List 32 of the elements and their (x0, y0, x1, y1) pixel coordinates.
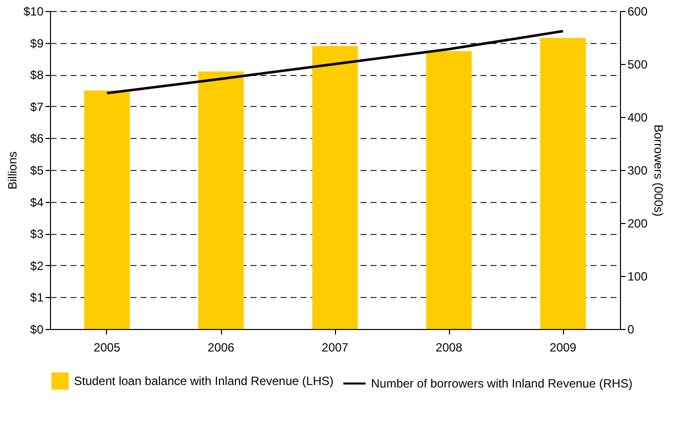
y-tick-label: $2 (30, 258, 44, 273)
y-tick-label: $3 (30, 227, 44, 242)
bar (198, 71, 244, 329)
y-tick-label: $1 (30, 290, 44, 305)
y2-tick-label: 200 (628, 216, 648, 230)
y-tick-label: $5 (30, 164, 44, 178)
x-tick-label: 2006 (208, 340, 235, 354)
x-tick-label: 2009 (550, 340, 577, 354)
y-tick-label: $9 (30, 36, 44, 50)
bar (540, 38, 586, 329)
y-tick-label: $10 (23, 4, 44, 18)
legend-label: Number of borrowers with Inland Revenue (RHS) (371, 376, 632, 390)
y-tick-label: $8 (30, 68, 44, 82)
y2-tick-label: 0 (628, 322, 634, 336)
y-tick-label: $4 (30, 195, 44, 210)
bar (426, 51, 472, 329)
y2-tick-label: 600 (628, 4, 648, 18)
bar (84, 90, 130, 329)
x-tick-label: 2005 (94, 340, 121, 354)
y2-axis-title: Borrowers (000s) (652, 124, 666, 217)
y2-tick-label: 400 (628, 110, 648, 124)
y2-tick-label: 300 (628, 164, 648, 178)
y-tick-label: $0 (30, 322, 44, 336)
x-tick-label: 2007 (322, 340, 349, 354)
legend-label: Student loan balance with Inland Revenue (LHS) (74, 374, 334, 388)
y-tick-label: $7 (30, 100, 44, 114)
y2-tick-label: 100 (628, 270, 648, 284)
bar (312, 46, 358, 329)
y-tick-label: $6 (30, 132, 44, 146)
y2-tick-label: 500 (628, 58, 648, 72)
x-tick-label: 2008 (436, 340, 463, 354)
y-axis-title: Billions (5, 151, 20, 190)
